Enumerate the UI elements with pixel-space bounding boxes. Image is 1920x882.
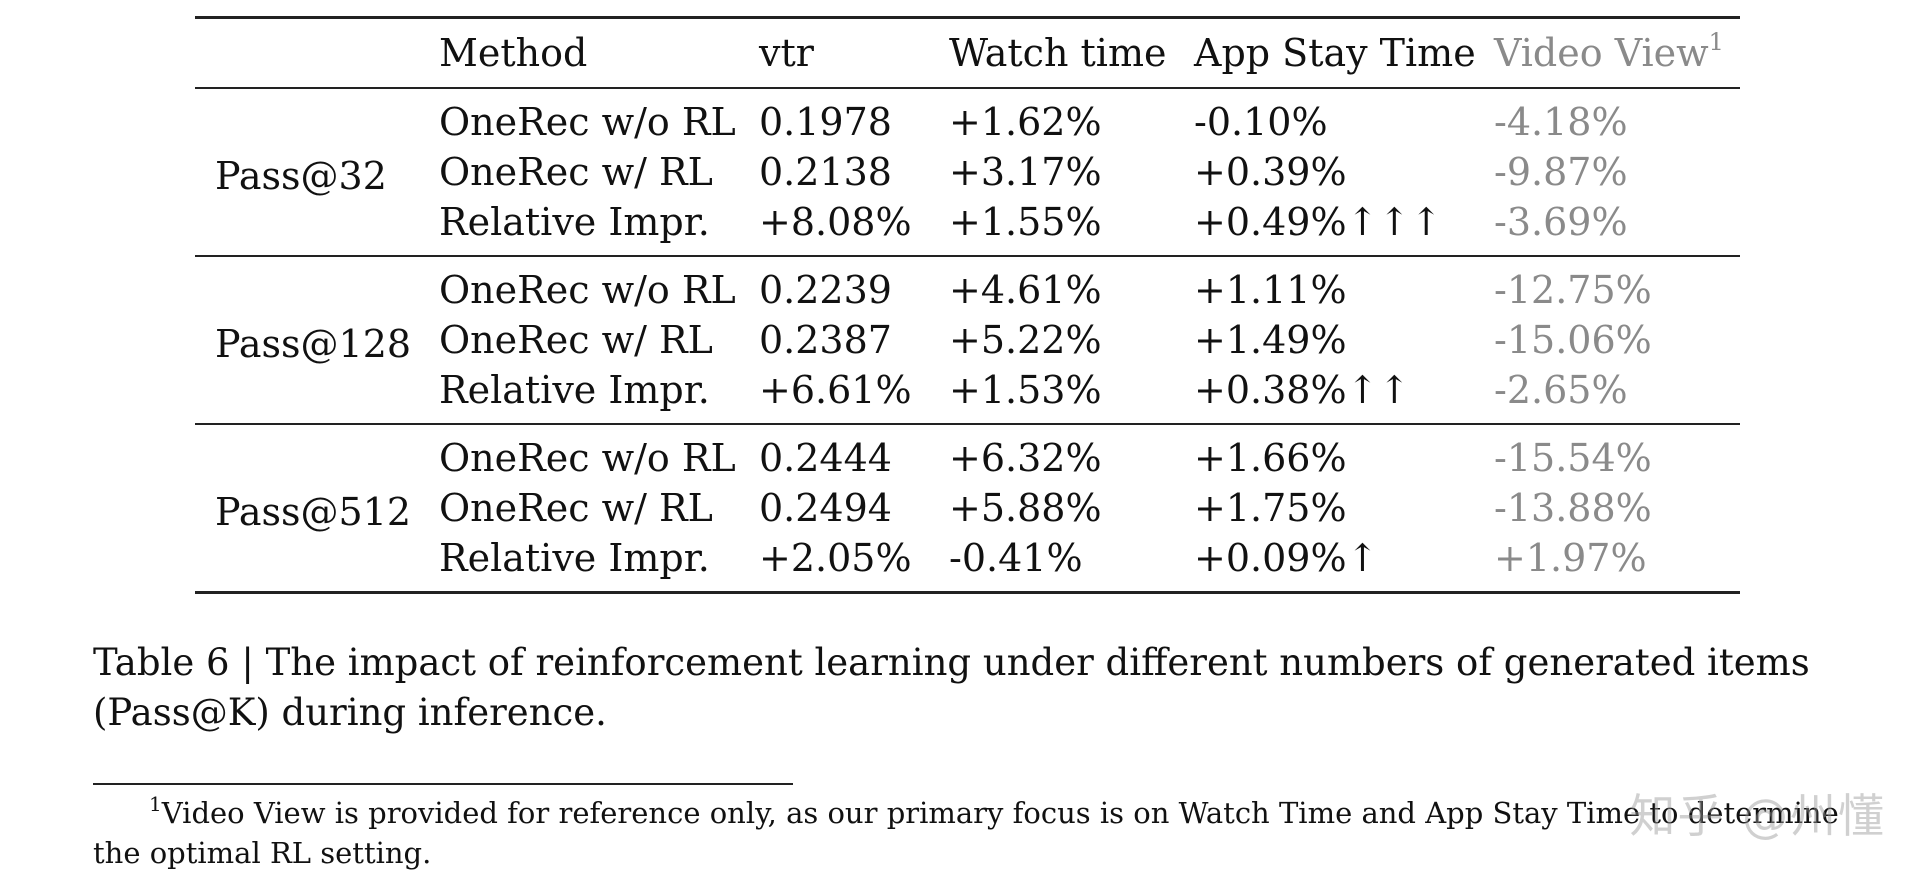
- cell-vtr: +8.08%: [759, 200, 912, 244]
- cell-watch-time: +6.32%: [949, 436, 1102, 480]
- cell-method: OneRec w/o RL: [439, 436, 736, 480]
- header-watch-time: Watch time: [949, 31, 1167, 75]
- header-method: Method: [439, 31, 588, 75]
- table-row: Pass@512 OneRec w/o RL 0.2444 +6.32% +1.…: [195, 424, 1740, 534]
- footnote-divider: [93, 783, 793, 785]
- footnote: 1Video View is provided for reference on…: [93, 793, 1853, 873]
- cell-vtr: +6.61%: [759, 368, 912, 412]
- cell-video-view: -15.54%: [1494, 436, 1652, 480]
- table-row: OneRec w/ RL 0.2494 +5.88% +1.75% -13.88…: [195, 483, 1740, 533]
- cell-method: OneRec w/o RL: [439, 268, 736, 312]
- cell-method: OneRec w/ RL: [439, 150, 713, 194]
- table-row: Relative Impr. +8.08% +1.55% +0.49%↑↑↑ -…: [195, 197, 1740, 256]
- cell-video-view: -9.87%: [1494, 150, 1628, 194]
- header-row: Method vtr Watch time App Stay Time Vide…: [195, 17, 1740, 89]
- cell-watch-time: +1.53%: [949, 368, 1102, 412]
- footnote-ref: 1: [1708, 28, 1724, 56]
- cell-watch-time: +5.88%: [949, 486, 1102, 530]
- cell-method: OneRec w/ RL: [439, 486, 713, 530]
- cell-vtr: 0.1978: [759, 100, 892, 144]
- watermark: 知乎 @州懂: [1629, 789, 1886, 843]
- cell-method: OneRec w/o RL: [439, 100, 736, 144]
- cell-method: Relative Impr.: [439, 536, 710, 580]
- cell-watch-time: -0.41%: [949, 536, 1083, 580]
- table-row: Pass@32 OneRec w/o RL 0.1978 +1.62% -0.1…: [195, 88, 1740, 198]
- cell-watch-time: +4.61%: [949, 268, 1102, 312]
- cell-app-stay-time: +1.66%: [1194, 436, 1347, 480]
- cell-method: Relative Impr.: [439, 368, 710, 412]
- header-vtr: vtr: [759, 31, 814, 75]
- cell-app-stay-time: +0.39%: [1194, 150, 1347, 194]
- table-row: OneRec w/ RL 0.2138 +3.17% +0.39% -9.87%: [195, 147, 1740, 197]
- cell-vtr: 0.2444: [759, 436, 892, 480]
- cell-app-stay-time: +0.38%↑↑: [1194, 368, 1411, 412]
- table-row: Pass@128 OneRec w/o RL 0.2239 +4.61% +1.…: [195, 256, 1740, 366]
- cell-vtr: 0.2239: [759, 268, 892, 312]
- cell-vtr: 0.2494: [759, 486, 892, 530]
- cell-app-stay-time: +1.75%: [1194, 486, 1347, 530]
- cell-method: OneRec w/ RL: [439, 318, 713, 362]
- table-row: OneRec w/ RL 0.2387 +5.22% +1.49% -15.06…: [195, 315, 1740, 365]
- header-video-view: Video View1: [1494, 18, 1740, 89]
- cell-vtr: 0.2138: [759, 150, 892, 194]
- table-header: Method vtr Watch time App Stay Time Vide…: [195, 17, 1740, 89]
- cell-video-view: -12.75%: [1494, 268, 1652, 312]
- cell-vtr: +2.05%: [759, 536, 912, 580]
- table-group: Pass@128 OneRec w/o RL 0.2239 +4.61% +1.…: [195, 256, 1740, 424]
- cell-video-view: -15.06%: [1494, 318, 1652, 362]
- cell-video-view: -3.69%: [1494, 200, 1628, 244]
- cell-app-stay-time: +1.49%: [1194, 318, 1347, 362]
- table-caption: Table 6 | The impact of reinforcement le…: [93, 641, 1810, 734]
- cell-app-stay-time: +1.11%: [1194, 268, 1347, 312]
- cell-watch-time: +1.62%: [949, 100, 1102, 144]
- cell-video-view: +1.97%: [1494, 536, 1647, 580]
- table-group: Pass@32 OneRec w/o RL 0.1978 +1.62% -0.1…: [195, 88, 1740, 256]
- table-row: Relative Impr. +6.61% +1.53% +0.38%↑↑ -2…: [195, 365, 1740, 424]
- cell-video-view: -4.18%: [1494, 100, 1628, 144]
- cell-video-view: -13.88%: [1494, 486, 1652, 530]
- header-k: [195, 18, 439, 89]
- cell-method: Relative Impr.: [439, 200, 710, 244]
- cell-video-view: -2.65%: [1494, 368, 1628, 412]
- pass-k-label: Pass@32: [215, 154, 387, 198]
- header-app-stay-time: App Stay Time: [1194, 31, 1476, 75]
- cell-vtr: 0.2387: [759, 318, 892, 362]
- cell-watch-time: +1.55%: [949, 200, 1102, 244]
- pass-k-label: Pass@128: [215, 322, 412, 366]
- cell-app-stay-time: -0.10%: [1194, 100, 1328, 144]
- results-table-container: Method vtr Watch time App Stay Time Vide…: [195, 16, 1740, 594]
- cell-app-stay-time: +0.49%↑↑↑: [1194, 200, 1443, 244]
- results-table: Method vtr Watch time App Stay Time Vide…: [195, 16, 1740, 594]
- footnote-text: Video View is provided for reference onl…: [93, 796, 1839, 870]
- table-row: Relative Impr. +2.05% -0.41% +0.09%↑ +1.…: [195, 533, 1740, 593]
- cell-watch-time: +5.22%: [949, 318, 1102, 362]
- cell-app-stay-time: +0.09%↑: [1194, 536, 1379, 580]
- pass-k-label: Pass@512: [215, 490, 412, 534]
- table-group: Pass@512 OneRec w/o RL 0.2444 +6.32% +1.…: [195, 424, 1740, 593]
- cell-watch-time: +3.17%: [949, 150, 1102, 194]
- footnote-mark: 1: [149, 792, 162, 816]
- header-video-view-label: Video View: [1494, 31, 1709, 75]
